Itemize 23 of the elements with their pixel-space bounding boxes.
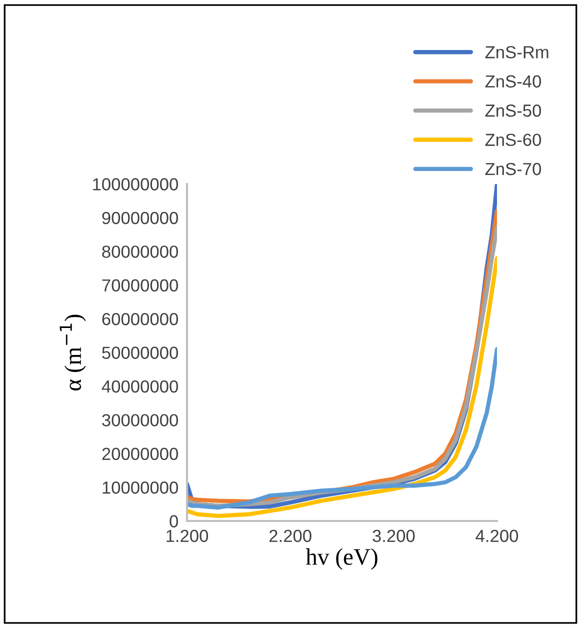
legend-label: ZnS-40 (485, 75, 542, 88)
y-axis-title: α (m$^{−1}$) (60, 314, 86, 390)
y-tick-label: 60000000 (102, 312, 178, 326)
y-tick-label: 80000000 (102, 246, 178, 258)
x-axis-title: hv (eV) (306, 548, 378, 570)
x-tick-label: 2.200 (269, 530, 312, 542)
y-tick-label: 50000000 (102, 346, 178, 359)
y-tick-label: 70000000 (102, 279, 178, 292)
y-tick-label: 0 (170, 515, 178, 528)
y-tick-label: 30000000 (102, 414, 178, 426)
x-tick-label: 1.200 (166, 530, 208, 542)
y-tick-label: 100000000 (93, 178, 178, 190)
y-tick-label: 20000000 (102, 448, 178, 460)
x-tick-label: 3.200 (372, 530, 415, 542)
y-tick-label: 10000000 (102, 481, 178, 494)
legend-label: ZnS-60 (485, 134, 542, 146)
legend-label: ZnS-Rm (485, 46, 548, 58)
y-tick-label: 90000000 (102, 212, 178, 224)
y-tick-label: 40000000 (102, 380, 178, 393)
line-series (187, 347, 497, 510)
legend-label: ZnS-50 (485, 104, 542, 117)
x-tick-label: 4.200 (476, 530, 518, 542)
legend-label: ZnS-70 (485, 162, 542, 176)
